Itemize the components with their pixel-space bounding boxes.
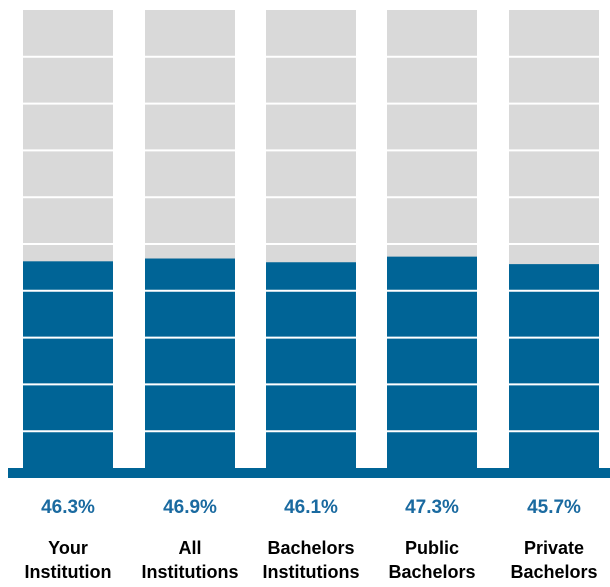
x-axis-baseline — [8, 468, 610, 478]
bar — [145, 258, 235, 478]
category-label: Institutions — [142, 562, 239, 582]
data-label: 45.7% — [527, 497, 581, 518]
category-label: Private — [524, 538, 584, 558]
bar — [23, 261, 113, 478]
labels-layer: 46.3% 46.9% 46.1% 47.3% 45.7% Your Institution… — [25, 497, 598, 582]
bar — [266, 262, 356, 478]
data-label: 46.9% — [163, 497, 217, 518]
category-label: Institutions — [263, 562, 360, 582]
data-label: 47.3% — [405, 497, 459, 518]
data-label: 46.3% — [41, 497, 95, 518]
category-label: Institution — [25, 562, 112, 582]
data-label: 46.1% — [284, 497, 338, 518]
category-label: Public — [405, 538, 459, 558]
bar — [509, 264, 599, 478]
category-label: Bachelors — [388, 562, 475, 582]
bar — [387, 256, 477, 478]
category-label: All — [178, 538, 201, 558]
category-label: Bachelors — [510, 562, 597, 582]
bars-layer — [23, 10, 599, 478]
category-label: Your — [48, 538, 88, 558]
category-label: Bachelors — [267, 538, 354, 558]
